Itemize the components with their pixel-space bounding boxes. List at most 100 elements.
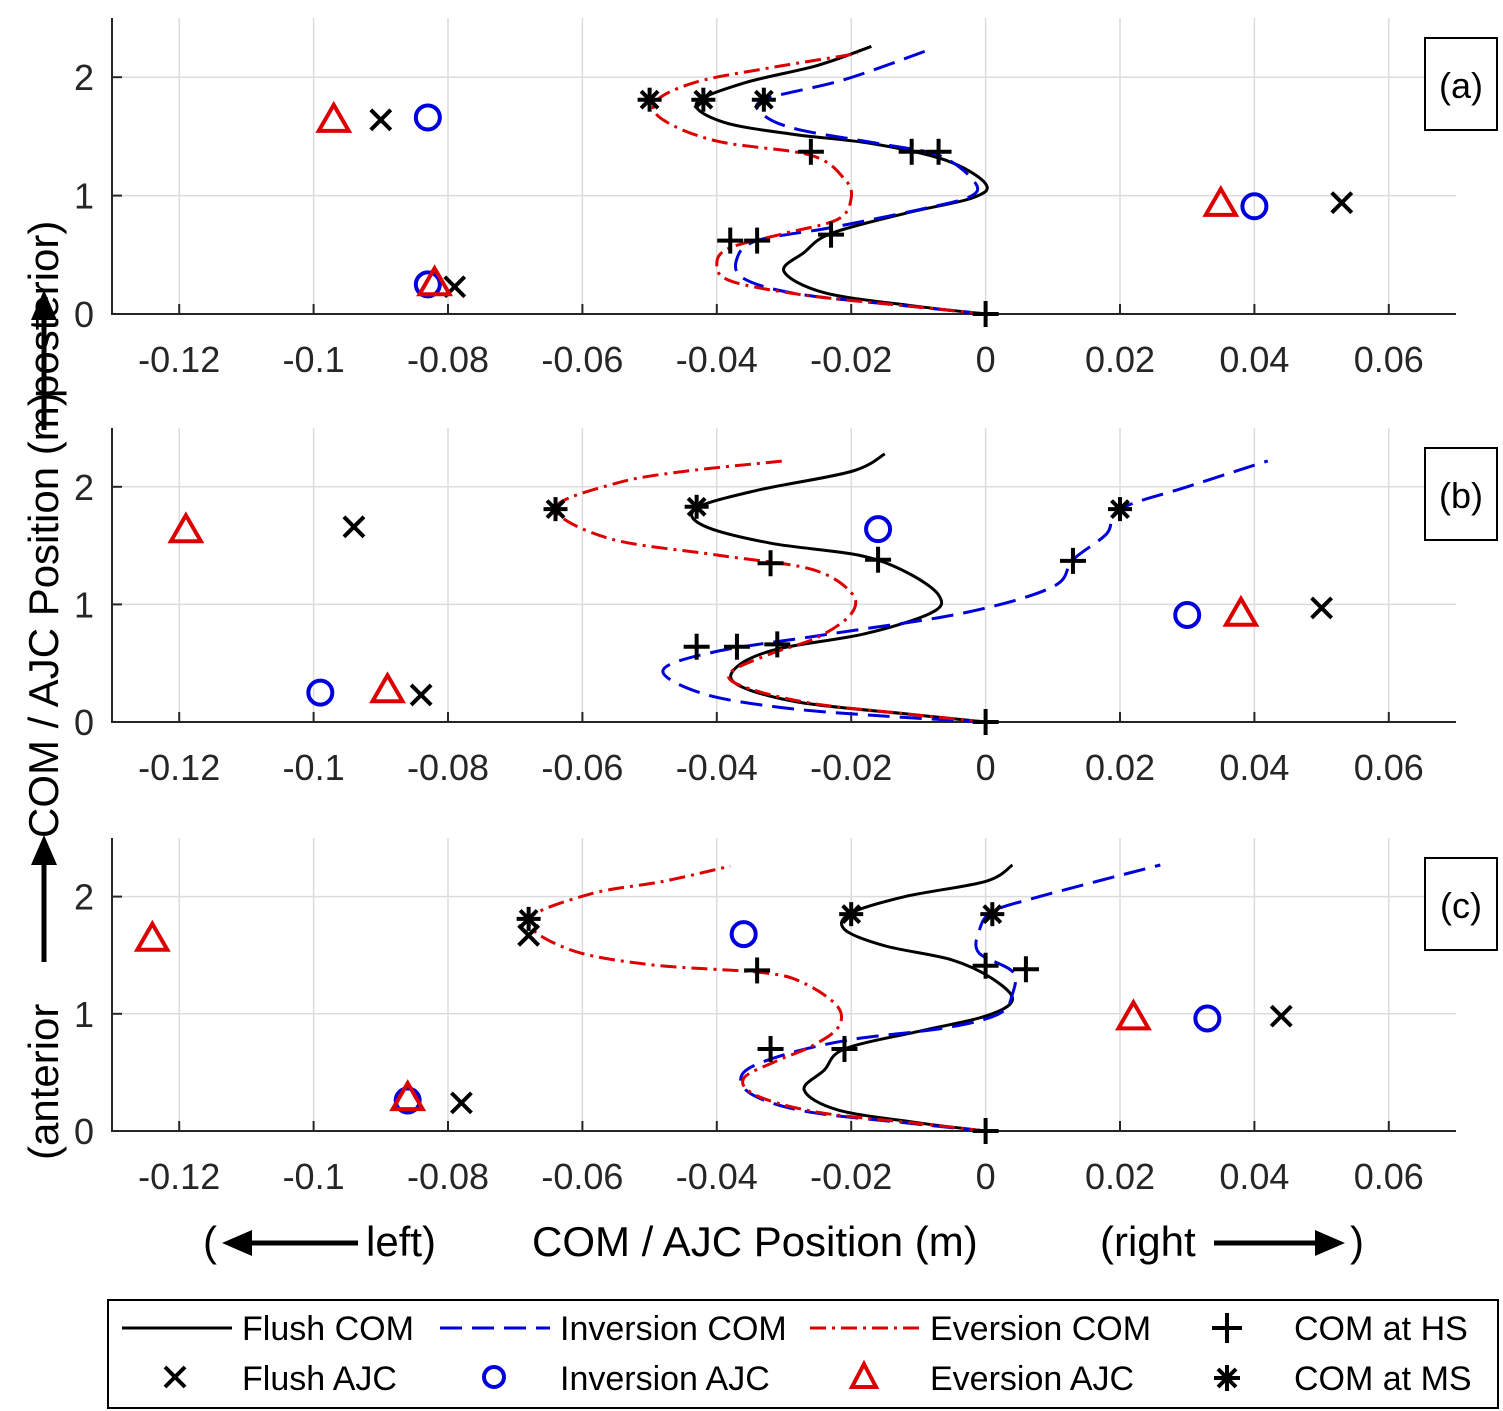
flush-ajc-marker — [1330, 191, 1354, 215]
series-eversion-com — [651, 52, 986, 316]
legend-eversion-ajc: Eversion AJC — [930, 1360, 1134, 1398]
x-tick-label: 0.04 — [1219, 1156, 1289, 1197]
com-hs-marker — [764, 631, 791, 658]
cross-stroke — [369, 108, 393, 132]
cross-stroke — [517, 923, 541, 947]
x-tick-label: 0.02 — [1085, 747, 1155, 788]
y-tick-label: 1 — [74, 584, 94, 625]
x-tick-label: -0.08 — [407, 747, 489, 788]
series-eversion-com — [527, 864, 986, 1133]
com-hs-marker — [925, 138, 952, 165]
x-tick-label: 0 — [976, 1156, 996, 1197]
inversion-ajc-marker — [413, 270, 442, 299]
com-hs-marker — [1012, 956, 1039, 983]
cross-stroke — [342, 515, 366, 539]
com-hs-marker — [898, 138, 925, 165]
x-tick-label: -0.06 — [541, 1156, 623, 1197]
x-tick-label: -0.02 — [810, 1156, 892, 1197]
inversion-ajc-marker — [1173, 600, 1202, 629]
y-axis-label: (anterior COM / AJC Position (m) posteri… — [20, 221, 67, 1160]
com-ms-marker — [684, 494, 709, 519]
y-tick-label: 0 — [74, 294, 94, 335]
panel-label: (b) — [1439, 475, 1483, 516]
series-flush-com — [802, 863, 1015, 1133]
x-tick-label: 0 — [976, 339, 996, 380]
cross-stroke — [450, 1091, 473, 1115]
inversion-ajc-marker — [413, 103, 442, 132]
cross-stroke — [1310, 596, 1334, 620]
star-stroke — [686, 496, 707, 517]
panel-2: -0.12 -0.1 -0.08 -0.06 -0.04 -0.02 0 0.02 0.04 0.… — [74, 428, 1498, 788]
com-hs-marker — [831, 1035, 858, 1062]
panel-1: -0.12 -0.1 -0.08 -0.06 -0.04 -0.02 0 0.02 0.04 0.… — [74, 18, 1498, 380]
x-tick-label: -0.06 — [541, 339, 623, 380]
x-tick-label: -0.02 — [810, 747, 892, 788]
x-tick-label: -0.08 — [407, 1156, 489, 1197]
legend-flush-ajc: Flush AJC — [242, 1360, 397, 1398]
x-tick-label: -0.02 — [810, 339, 892, 380]
com-hs-marker — [797, 138, 824, 165]
eversion-ajc-marker — [416, 264, 454, 297]
arrow-right-head — [1315, 1230, 1345, 1256]
y-label-anterior: (anterior — [20, 1004, 67, 1160]
legend-circle-icon — [482, 1365, 506, 1389]
flush-ajc-marker — [450, 1091, 473, 1115]
x-tick-label: 0.04 — [1219, 339, 1289, 380]
com-ms-marker — [543, 497, 568, 522]
x-tick-label: -0.12 — [138, 1156, 220, 1197]
x-tick-label: -0.1 — [283, 747, 345, 788]
legend-flush-com: Flush COM — [242, 1310, 414, 1348]
x-tick-label: -0.04 — [676, 747, 758, 788]
arrow-down-head — [31, 290, 57, 320]
x-tick-label: 0.04 — [1219, 747, 1289, 788]
com-hs-marker — [972, 301, 999, 327]
com-hs-marker — [683, 633, 710, 660]
eversion-ajc-marker — [1202, 184, 1240, 217]
cross-stroke — [1269, 1004, 1293, 1028]
cross-stroke — [1330, 191, 1354, 215]
com-hs-marker — [723, 633, 750, 660]
star-stroke — [693, 89, 714, 110]
y-tick-label: 0 — [74, 702, 94, 743]
com-ms-marker — [751, 87, 776, 112]
y-tick-label: 2 — [74, 467, 94, 508]
panel-3: -0.12 -0.1 -0.08 -0.06 -0.04 -0.02 0 0.02 0.04 0.… — [74, 838, 1498, 1197]
com-ms-marker — [691, 87, 716, 112]
x-tick-label: -0.1 — [283, 1156, 345, 1197]
series-inversion-com — [661, 459, 1269, 724]
x-tick-label: -0.08 — [407, 339, 489, 380]
star-stroke — [518, 908, 539, 929]
x-tick-label: 0 — [976, 747, 996, 788]
x-tick-label: 0.06 — [1354, 339, 1424, 380]
flush-ajc-marker — [342, 515, 366, 539]
legend-box — [107, 1299, 1499, 1409]
series-inversion-com — [733, 47, 986, 316]
x-label-right: (right — [1100, 1218, 1196, 1265]
com-ms-marker — [839, 902, 864, 927]
arrow-up-head — [31, 835, 57, 865]
y-tick-label: 2 — [74, 57, 94, 98]
com-hs-marker — [717, 227, 744, 254]
x-label-left-paren: ( — [203, 1218, 217, 1265]
com-hs-marker — [972, 709, 999, 735]
panel-label-box — [1424, 447, 1498, 541]
panels: -0.12 -0.1 -0.08 -0.06 -0.04 -0.02 0 0.02 0.04 0.… — [74, 18, 1498, 1197]
com-hs-marker — [818, 221, 845, 248]
star-stroke — [841, 904, 862, 925]
com-ms-marker — [516, 906, 541, 931]
x-label-main: COM / AJC Position (m) — [532, 1218, 978, 1265]
x-tick-label: -0.1 — [283, 339, 345, 380]
eversion-ajc-marker — [167, 511, 205, 544]
com-hs-marker — [972, 1118, 999, 1144]
star-stroke — [1110, 499, 1130, 520]
star-stroke — [753, 89, 774, 110]
x-tick-label: 0.02 — [1085, 339, 1155, 380]
x-tick-label: -0.04 — [676, 339, 758, 380]
y-tick-label: 1 — [74, 994, 94, 1035]
flush-ajc-marker — [517, 923, 541, 947]
series-eversion-com — [554, 459, 986, 724]
com-hs-marker — [744, 227, 771, 254]
panel-label-box — [1424, 857, 1498, 951]
x-tick-label: 0.06 — [1354, 1156, 1424, 1197]
